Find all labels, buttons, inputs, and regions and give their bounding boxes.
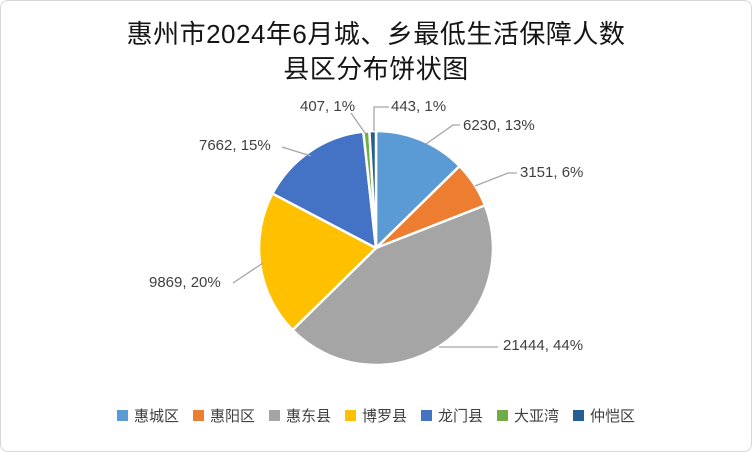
legend-swatch-huidong-icon [268, 410, 280, 421]
legend-item-huicheng: 惠城区 [116, 405, 179, 426]
legend-item-huiyang: 惠阳区 [192, 405, 255, 426]
legend-label-boluo: 博罗县 [361, 408, 407, 425]
legend-label-huiyang: 惠阳区 [209, 408, 255, 425]
data-label-dayawan: 407, 1% [300, 98, 356, 115]
chart-title-line-2: 县区分布饼状图 [283, 54, 469, 84]
legend-label-longmen: 龙门县 [438, 408, 484, 425]
chart-title: 惠州市2024年6月城、乡最低生活保障人数 县区分布饼状图 [1, 17, 751, 87]
leader-line-huiyang [474, 172, 517, 187]
legend-swatch-boluo-icon [344, 410, 356, 421]
legend-label-dayawan: 大亚湾 [514, 408, 560, 425]
leader-line-huicheng [425, 124, 460, 145]
leader-line-longmen [281, 146, 312, 157]
pie-slice-huicheng [374, 129, 461, 250]
legend-swatch-longmen-icon [421, 410, 432, 421]
legend-label-zhongkai: 仲恺区 [590, 408, 636, 425]
leader-line-boluo [232, 262, 264, 284]
data-label-huidong: 21444, 44% [503, 337, 584, 354]
legend-swatch-huiyang-icon [192, 410, 204, 421]
legend-swatch-dayawan-icon [497, 410, 509, 421]
leader-line-zhongkai [373, 106, 389, 131]
legend-label-huidong: 惠东县 [285, 408, 331, 425]
legend-item-dayawan: 大亚湾 [497, 405, 559, 426]
leader-line-dayawan [350, 112, 366, 134]
data-label-huicheng: 6230, 13% [463, 117, 535, 134]
data-label-boluo: 9869, 20% [149, 274, 221, 291]
legend-item-boluo: 博罗县 [344, 405, 407, 426]
data-label-huiyang: 3151, 6% [520, 164, 584, 181]
legend-label-huicheng: 惠城区 [133, 408, 179, 425]
pie-slice-zhongkai [368, 129, 378, 250]
chart-title-line-1: 惠州市2024年6月城、乡最低生活保障人数 [126, 19, 626, 49]
pie-slice-longmen [271, 130, 378, 250]
legend-item-longmen: 龙门县 [421, 405, 483, 426]
legend-swatch-huicheng-icon [116, 410, 128, 421]
data-label-longmen: 7662, 15% [199, 137, 271, 154]
chart-legend: 惠城区 惠阳区 惠东县 博罗县 龙门县 大亚湾 仲恺区 [1, 405, 751, 426]
legend-item-huidong: 惠东县 [268, 405, 331, 426]
legend-swatch-zhongkai-icon [573, 410, 585, 421]
data-label-zhongkai: 443, 1% [391, 98, 447, 115]
pie-slice-huidong [291, 204, 495, 367]
legend-item-zhongkai: 仲恺区 [573, 405, 635, 426]
